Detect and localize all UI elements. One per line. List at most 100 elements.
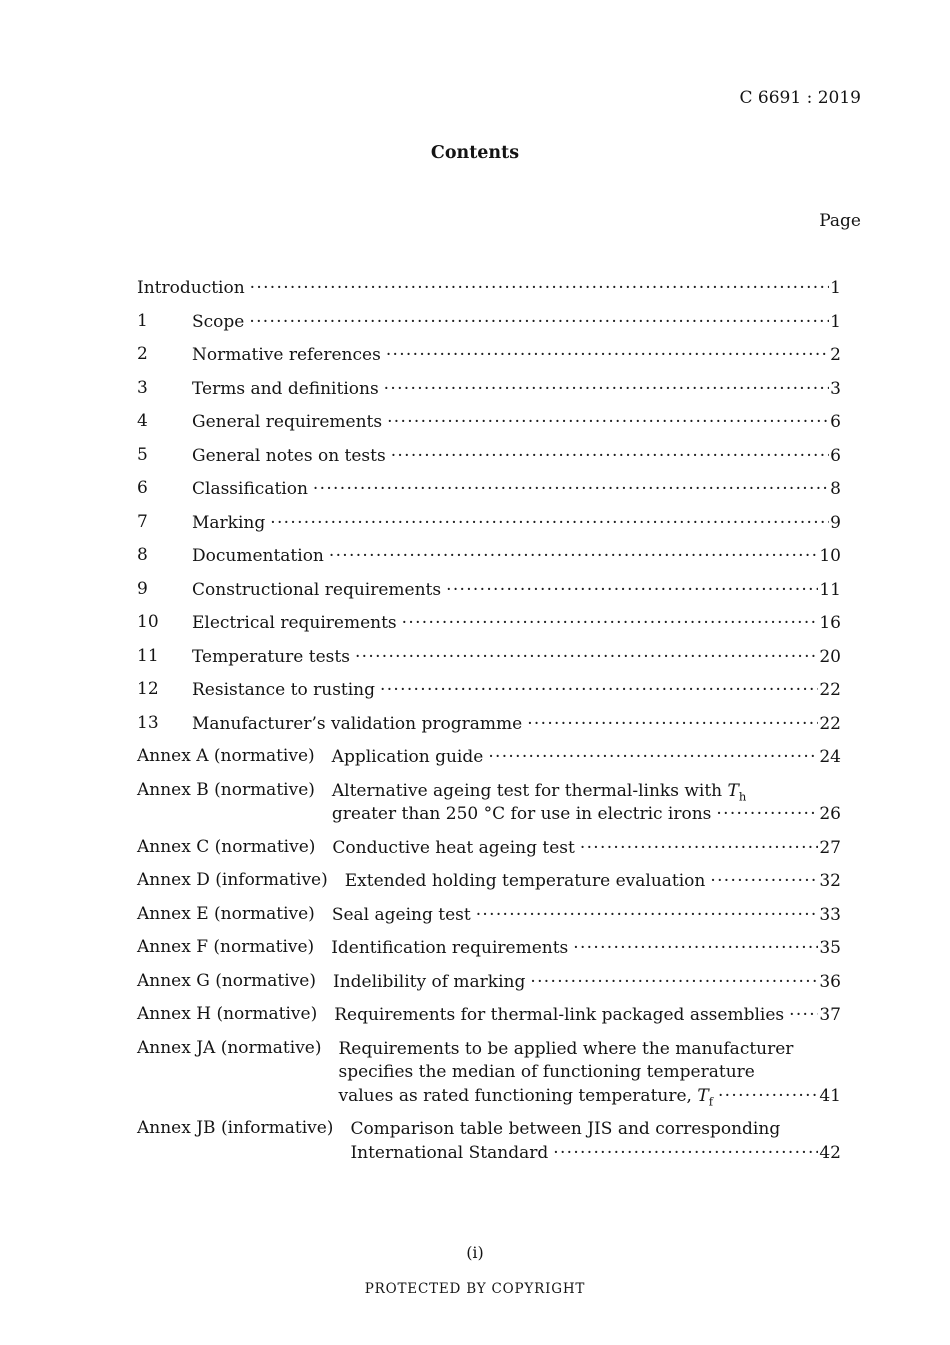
toc-entry-page: 8 bbox=[830, 479, 841, 499]
toc-entry-number: 1 bbox=[137, 310, 148, 331]
toc-entry-title-line: Requirements for thermal-link packaged a… bbox=[334, 1004, 841, 1028]
toc-entry-title-text: Constructional requirements bbox=[192, 579, 441, 603]
toc-entry-title-line: Introduction ····························… bbox=[137, 277, 841, 301]
toc-entry-title-line: greater than 250 °C for use in electric … bbox=[332, 803, 841, 827]
toc-entry-title-text: Requirements for thermal-link packaged a… bbox=[334, 1004, 784, 1028]
toc-entry-title-text: Identification requirements bbox=[331, 937, 568, 961]
toc-entry-page: 22 bbox=[819, 713, 841, 734]
toc-entry-title: Normative references ····················… bbox=[192, 344, 841, 368]
toc-entry-title: Introduction ····························… bbox=[137, 277, 841, 301]
toc-entry-page: 3 bbox=[830, 378, 841, 399]
title-text: Scope bbox=[192, 311, 245, 332]
title-text: General notes on tests bbox=[192, 445, 386, 466]
toc-entry: 5 General notes on tests ·················… bbox=[137, 445, 841, 469]
toc-entry-number: 11 bbox=[137, 645, 159, 666]
toc-entry-title-line: Constructional requirements ·············… bbox=[192, 579, 841, 603]
dot-leader: ········································… bbox=[383, 378, 830, 399]
toc-entry-title-line: Indelibility of marking ·················… bbox=[333, 971, 841, 995]
toc-entry-page: 6 bbox=[830, 412, 841, 432]
dot-leader: ········································… bbox=[530, 971, 819, 992]
toc-annex-label: Annex D (informative) bbox=[137, 870, 328, 890]
dot-leader: ········································… bbox=[488, 747, 818, 767]
toc-entry-title-text: values as rated functioning temperature,… bbox=[339, 1085, 713, 1109]
toc-entry-title-text: Documentation bbox=[192, 545, 324, 569]
toc-entry-title-text: Alternative ageing test for thermal-link… bbox=[332, 780, 746, 802]
title-text: Temperature tests bbox=[192, 646, 350, 667]
toc-entry-page: 11 bbox=[819, 579, 841, 600]
toc-annex-label: Annex G (normative) bbox=[137, 970, 316, 991]
toc-entry-annex: Annex JA (normative) Requirements to be a… bbox=[137, 1038, 841, 1109]
dot-leader: ········································… bbox=[328, 546, 819, 566]
toc-entry-number: 4 bbox=[137, 411, 148, 431]
toc-entry-page: 35 bbox=[819, 938, 841, 958]
toc-entry-title-line: Documentation ···························… bbox=[192, 545, 841, 569]
toc-entry: 12 Resistance to rusting ·················… bbox=[137, 679, 841, 703]
toc-entry-title-line: Conductive heat ageing test ·············… bbox=[332, 837, 841, 861]
toc-entry: 7 Marking ································… bbox=[137, 512, 841, 536]
subscript-text: f bbox=[708, 1093, 713, 1108]
toc-entry-annex: Annex C (normative) Conductive heat agein… bbox=[137, 837, 841, 861]
toc-entry-title: Requirements for thermal-link packaged a… bbox=[334, 1004, 841, 1028]
toc-entry-page: 26 bbox=[819, 804, 841, 824]
toc-entry-annex: Annex A (normative) Application guide ····… bbox=[137, 746, 841, 770]
title-text: Terms and definitions bbox=[192, 378, 379, 399]
dot-leader: ········································… bbox=[387, 412, 830, 432]
title-text: Normative references bbox=[192, 345, 381, 365]
title-text: Requirements to be applied where the man… bbox=[338, 1038, 794, 1059]
toc-entry-title-text: General notes on tests bbox=[192, 445, 386, 469]
toc-entry-title: General notes on tests ··················… bbox=[192, 445, 841, 469]
toc-entry-annex: Annex D (informative) Extended holding te… bbox=[137, 870, 841, 894]
title-text: Comparison table between JIS and corresp… bbox=[350, 1119, 781, 1139]
toc-entry-page: 1 bbox=[830, 278, 841, 298]
toc-entry-title: Identification requirements ·············… bbox=[331, 937, 841, 961]
toc-entry-title-text: Normative references bbox=[192, 344, 381, 368]
title-text: T bbox=[727, 780, 739, 801]
toc-entry-page: 2 bbox=[830, 345, 841, 365]
toc-entry: 10 Electrical requirements ···············… bbox=[137, 612, 841, 636]
toc-entry: 1 Scope ··································… bbox=[137, 311, 841, 335]
toc-entry-title-line: specifies the median of functioning temp… bbox=[339, 1061, 842, 1085]
toc-list: Introduction ····························… bbox=[137, 277, 841, 1175]
dot-leader: ········································… bbox=[390, 445, 829, 466]
toc-entry-page: 24 bbox=[819, 747, 841, 767]
toc-entry-title: Application guide ·······················… bbox=[332, 746, 841, 770]
title-text: International Standard bbox=[350, 1142, 549, 1163]
toc-entry-annex: Annex E (normative) Seal ageing test ·····… bbox=[137, 904, 841, 928]
toc-entry-title-text: Extended holding temperature evaluation bbox=[345, 870, 706, 894]
toc-entry-title-line: values as rated functioning temperature,… bbox=[339, 1085, 842, 1109]
toc-entry-title-text: Manufacturer’s validation programme bbox=[192, 713, 522, 737]
toc-entry-page: 6 bbox=[830, 445, 841, 466]
toc-entry-title-line: Electrical requirements ·················… bbox=[192, 612, 841, 636]
toc-entry-title-line: General requirements ····················… bbox=[192, 411, 841, 435]
title-text: Resistance to rusting bbox=[192, 680, 376, 700]
toc-entry-annex: Annex JB (informative) Comparison table b… bbox=[137, 1118, 841, 1165]
toc-entry-title-text: Terms and definitions bbox=[192, 378, 379, 402]
toc-entry-number: 8 bbox=[137, 545, 148, 565]
toc-entry-title-line: Terms and definitions ···················… bbox=[192, 378, 841, 402]
title-text: Classification bbox=[192, 479, 308, 499]
toc-entry-number: 2 bbox=[137, 344, 148, 364]
dot-leader: ········································… bbox=[385, 345, 829, 365]
toc-entry-page: 16 bbox=[819, 613, 841, 633]
toc-entry-title-line: Identification requirements ·············… bbox=[331, 937, 841, 961]
toc-entry-title: Classification ··························… bbox=[192, 478, 841, 502]
toc-entry-number: 5 bbox=[137, 444, 148, 465]
toc-entry-title-line: Classification ··························… bbox=[192, 478, 841, 502]
toc-entry-title-text: Conductive heat ageing test bbox=[332, 837, 574, 861]
toc-entry-title-line: Temperature tests ·······················… bbox=[192, 646, 841, 670]
title-text: Application guide bbox=[331, 747, 484, 767]
title-text: Electrical requirements bbox=[192, 613, 397, 633]
dot-leader: ········································… bbox=[401, 613, 819, 633]
toc-entry-title: Extended holding temperature evaluation ·… bbox=[345, 870, 841, 894]
toc-entry-title: Scope ···································… bbox=[192, 311, 841, 335]
toc-entry-title-text: Electrical requirements bbox=[192, 612, 397, 636]
toc-entry-page: 42 bbox=[819, 1142, 841, 1163]
toc-entry-number: 12 bbox=[137, 679, 159, 699]
toc-entry-title-line: Requirements to be applied where the man… bbox=[339, 1038, 842, 1062]
toc-entry-title-line: Marking ·································… bbox=[192, 512, 841, 536]
toc-entry-annex: Annex F (normative) Identification requir… bbox=[137, 937, 841, 961]
toc-entry-title: Resistance to rusting ···················… bbox=[192, 679, 841, 703]
toc-annex-label: Annex A (normative) bbox=[137, 746, 315, 766]
toc-entry-page: 36 bbox=[819, 971, 841, 992]
